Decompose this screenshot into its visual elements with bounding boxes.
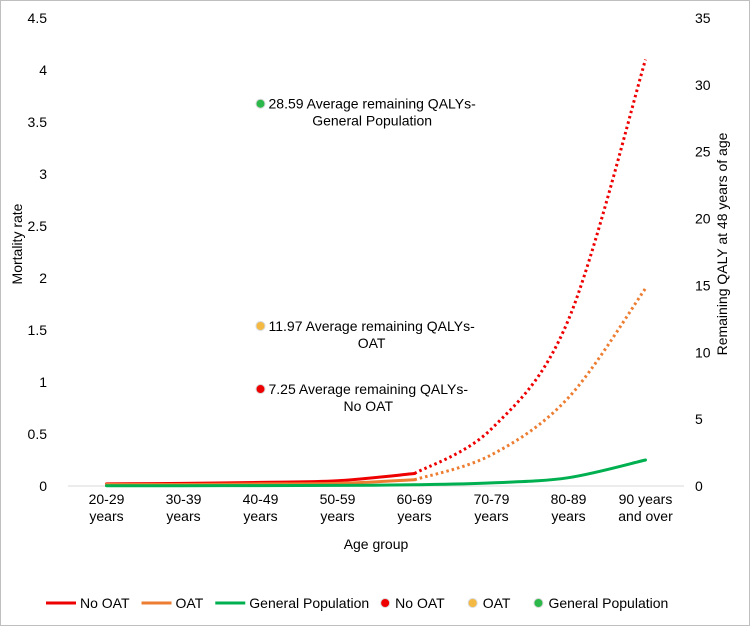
qaly-point-label: 11.97 Average remaining QALYs-OAT	[269, 318, 476, 351]
series-projection-no-oat	[413, 59, 647, 475]
legend-item: OAT	[467, 595, 511, 611]
y2-tick-label: 20	[695, 211, 711, 227]
y-axis-ticks: 0 0.5 1 1.5 2 2.5 3 3.5 4 4.5	[28, 10, 48, 494]
y-tick-label: 4.5	[28, 10, 48, 26]
x-tick-label: 70-79 years	[474, 491, 510, 524]
y-tick-label: 3	[39, 166, 47, 182]
qaly-point-label: 7.25 Average remaining QALYs-No OAT	[269, 381, 469, 414]
y-tick-label: 1	[39, 374, 47, 390]
x-tick-label: 40-49 years	[243, 491, 279, 524]
y-tick-label: 0	[39, 478, 47, 494]
y2-tick-label: 5	[695, 411, 703, 427]
legend-dot-swatch	[380, 598, 391, 608]
y-axis-label: Mortality rate	[9, 203, 25, 284]
y2-axis-label: Remaining QALY at 48 years of age	[714, 132, 730, 355]
legend-label: OAT	[483, 595, 511, 611]
y2-tick-label: 25	[695, 144, 711, 160]
x-axis-ticks: 20-29 years 30-39 years 40-49 years 50-59 years…	[89, 491, 673, 524]
qaly-point-no-oat	[255, 384, 266, 395]
x-tick-label: 90 years and over	[618, 491, 673, 524]
legend-dot-swatch	[467, 598, 478, 608]
y2-tick-label: 15	[695, 277, 711, 293]
qaly-point-general-population	[255, 98, 266, 109]
legend-label: No OAT	[80, 595, 130, 611]
series-line-general-population	[105, 458, 647, 488]
x-tick-label: 20-29 years	[89, 491, 125, 524]
qaly-points: 7.25 Average remaining QALYs-No OAT 11.97…	[255, 96, 477, 414]
legend-label: No OAT	[395, 595, 445, 611]
legend-label: General Population	[548, 595, 668, 611]
y2-axis-ticks: 0 5 10 15 20 25 30 35	[695, 10, 711, 494]
qaly-point-oat	[255, 320, 266, 331]
x-tick-label: 60-69 years	[397, 491, 433, 524]
x-tick-label: 80-89 years	[551, 491, 587, 524]
y-tick-label: 0.5	[28, 426, 48, 442]
legend-item: No OAT	[46, 595, 130, 611]
y2-tick-label: 0	[695, 478, 703, 494]
legend-item: No OAT	[380, 595, 445, 611]
legend-item: General Population	[215, 595, 369, 611]
qaly-point-label: 28.59 Average remaining QALYs-General Po…	[269, 96, 477, 129]
y2-tick-label: 30	[695, 77, 711, 93]
legend-item: OAT	[141, 595, 204, 611]
legend-dot-swatch	[533, 598, 544, 608]
x-tick-label: 30-39 years	[166, 491, 202, 524]
x-tick-label: 50-59 years	[320, 491, 356, 524]
y-tick-label: 4	[39, 62, 47, 78]
y-tick-label: 2.5	[28, 218, 48, 234]
y-tick-label: 1.5	[28, 322, 48, 338]
legend-item: General Population	[533, 595, 668, 611]
y2-tick-label: 35	[695, 10, 711, 26]
y-tick-label: 2	[39, 270, 47, 286]
series-lines	[105, 59, 647, 488]
y-tick-label: 3.5	[28, 114, 48, 130]
y2-tick-label: 10	[695, 344, 711, 360]
legend-label: OAT	[176, 595, 204, 611]
x-axis-label: Age group	[344, 536, 409, 552]
legend: No OAT OAT General Population No OAT OAT Gene…	[46, 595, 668, 611]
legend-label: General Population	[249, 595, 369, 611]
